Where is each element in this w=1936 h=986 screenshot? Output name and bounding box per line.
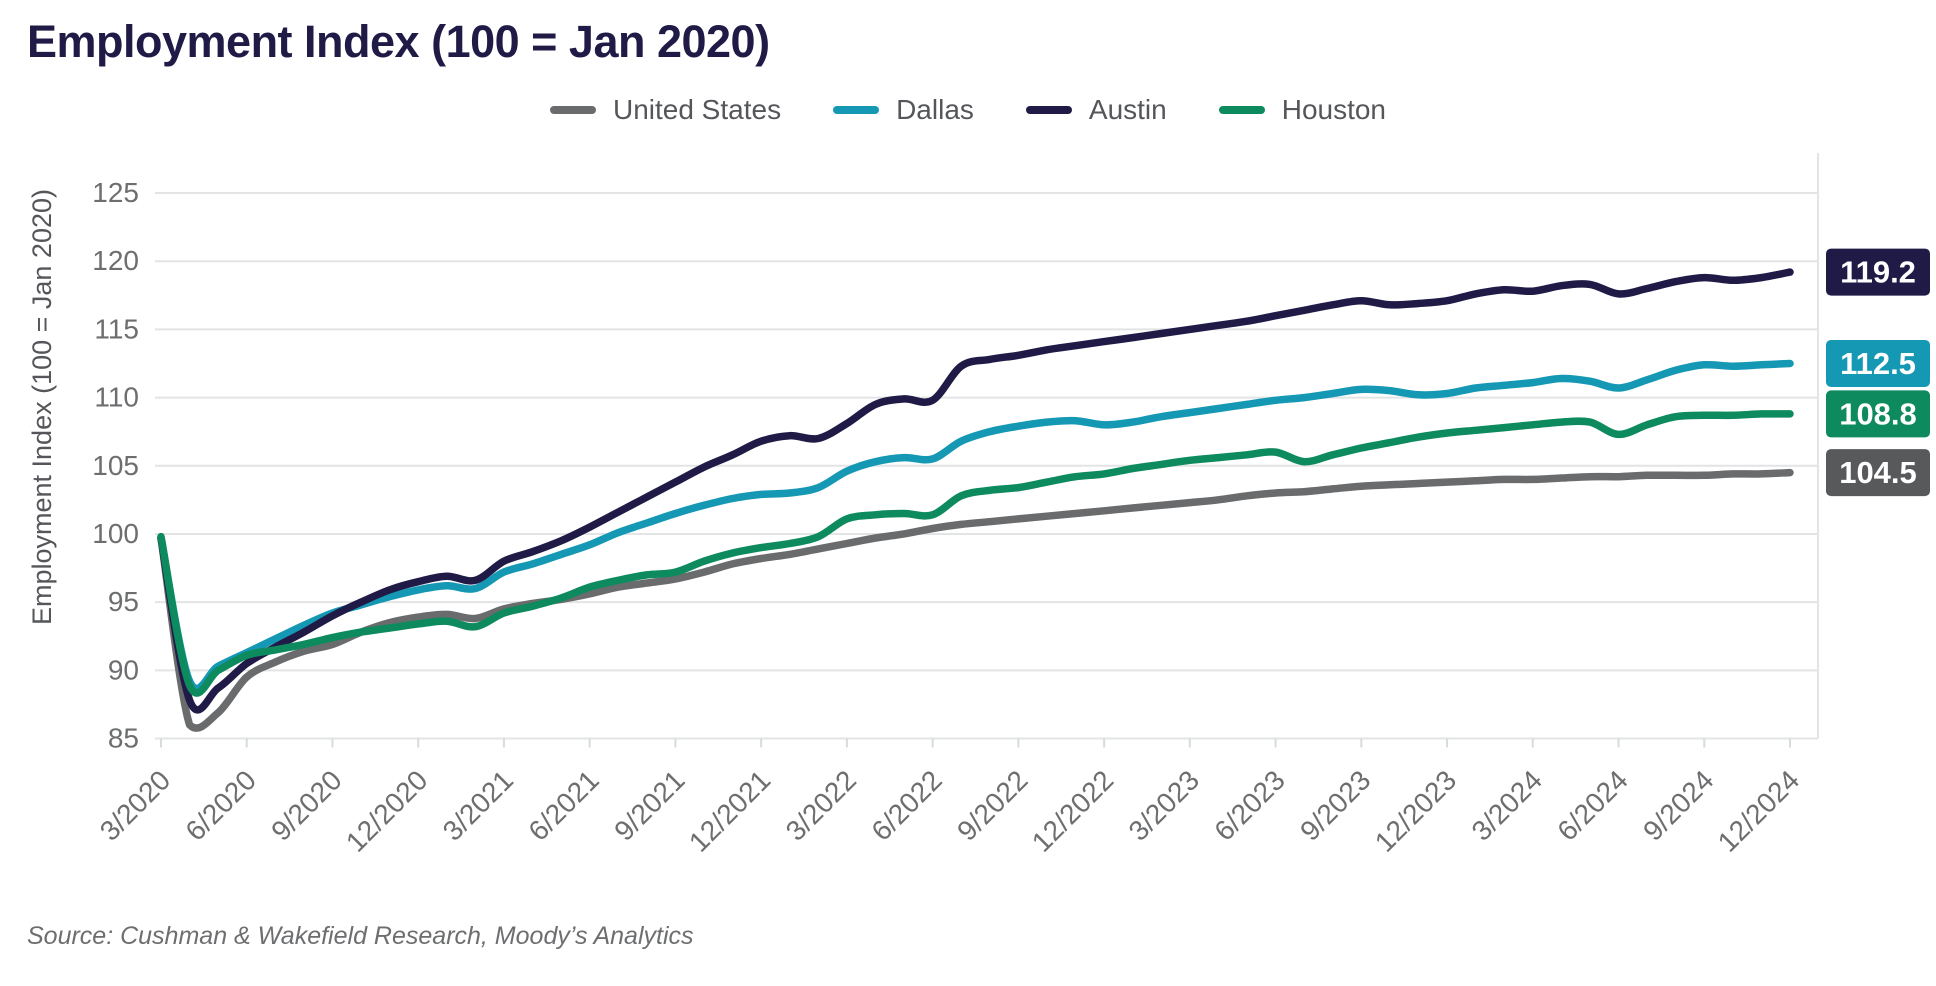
x-tick-label: 3/2023 xyxy=(1123,764,1205,846)
legend: United States Dallas Austin Houston xyxy=(0,94,1936,126)
end-value-label-houston: 108.8 xyxy=(1839,396,1917,431)
svg-text:12/2022: 12/2022 xyxy=(1026,764,1119,857)
x-tick-label: 9/2021 xyxy=(608,764,690,846)
y-tick-label: 115 xyxy=(94,313,139,344)
y-tick-label: 90 xyxy=(108,654,139,685)
svg-text:3/2022: 3/2022 xyxy=(780,764,862,846)
x-tick-label: 12/2022 xyxy=(1026,764,1119,857)
x-tick-label: 9/2023 xyxy=(1294,764,1376,846)
series-line-houston xyxy=(157,410,1794,697)
svg-text:6/2020: 6/2020 xyxy=(180,764,262,846)
legend-label: United States xyxy=(612,94,782,125)
end-value-label-dallas: 112.5 xyxy=(1840,346,1916,381)
legend-label: Dallas xyxy=(896,94,974,125)
source-note: Source: Cushman & Wakefield Research, Mo… xyxy=(27,922,694,950)
end-value-box-houston xyxy=(1826,390,1930,438)
y-tick-label: 100 xyxy=(92,518,139,549)
x-tick-label: 12/2021 xyxy=(683,764,776,857)
svg-text:6/2024: 6/2024 xyxy=(1551,764,1633,846)
legend-swatch-austin-icon xyxy=(1025,106,1072,114)
svg-text:6/2023: 6/2023 xyxy=(1208,764,1290,846)
x-tick-label: 3/2024 xyxy=(1466,764,1548,846)
legend-label: Austin xyxy=(1088,94,1167,125)
x-tick-label: 3/2020 xyxy=(94,764,176,846)
end-value-box-austin xyxy=(1826,248,1930,296)
y-tick-label: 120 xyxy=(92,245,139,276)
y-axis-title: Employment Index (100 = Jan 2020) xyxy=(27,189,57,626)
svg-text:9/2020: 9/2020 xyxy=(265,764,347,846)
legend-item-united-states: United States xyxy=(549,94,782,126)
svg-text:9/2022: 9/2022 xyxy=(951,764,1033,846)
x-tick-label: 3/2021 xyxy=(437,764,519,846)
x-tick-label: 6/2022 xyxy=(865,764,947,846)
legend-item-austin: Austin xyxy=(1025,94,1167,126)
svg-text:3/2023: 3/2023 xyxy=(1123,764,1205,846)
y-tick-label: 110 xyxy=(94,382,139,413)
legend-label: Houston xyxy=(1281,94,1387,125)
series-line-austin xyxy=(157,268,1794,714)
svg-text:12/2021: 12/2021 xyxy=(683,764,776,857)
end-value-label-united-states: 104.5 xyxy=(1839,455,1917,490)
svg-text:12/2020: 12/2020 xyxy=(340,764,433,857)
end-value-box-united-states xyxy=(1826,449,1930,497)
legend-swatch-united-states-icon xyxy=(549,106,596,114)
x-tick-label: 12/2024 xyxy=(1712,764,1805,857)
end-value-box-dallas xyxy=(1826,339,1930,387)
x-tick-label: 3/2022 xyxy=(780,764,862,846)
end-value-label-austin: 119.2 xyxy=(1840,255,1916,290)
page-title: Employment Index (100 = Jan 2020) xyxy=(27,16,770,67)
x-tick-label: 6/2024 xyxy=(1551,764,1633,846)
y-tick-label: 85 xyxy=(108,723,139,754)
x-tick-label: 12/2023 xyxy=(1369,764,1462,857)
legend-swatch-houston-icon xyxy=(1218,106,1265,114)
series-line-dallas xyxy=(157,359,1794,693)
series-line-united-states xyxy=(157,468,1794,732)
x-tick-label: 12/2020 xyxy=(340,764,433,857)
svg-text:9/2023: 9/2023 xyxy=(1294,764,1376,846)
svg-text:12/2023: 12/2023 xyxy=(1369,764,1462,857)
y-tick-label: 95 xyxy=(108,586,139,617)
x-tick-label: 9/2022 xyxy=(951,764,1033,846)
x-tick-label: 9/2020 xyxy=(265,764,347,846)
svg-text:9/2021: 9/2021 xyxy=(608,764,690,846)
svg-text:6/2021: 6/2021 xyxy=(522,764,604,846)
y-tick-label: 105 xyxy=(92,450,139,481)
legend-swatch-dallas-icon xyxy=(833,106,880,114)
legend-item-dallas: Dallas xyxy=(833,94,974,126)
y-tick-label: 125 xyxy=(92,177,139,208)
svg-text:3/2021: 3/2021 xyxy=(437,764,519,846)
x-tick-label: 6/2023 xyxy=(1208,764,1290,846)
svg-text:12/2024: 12/2024 xyxy=(1712,764,1805,857)
x-tick-label: 9/2024 xyxy=(1637,764,1719,846)
svg-text:6/2022: 6/2022 xyxy=(865,764,947,846)
svg-text:9/2024: 9/2024 xyxy=(1637,764,1719,846)
legend-item-houston: Houston xyxy=(1218,94,1387,126)
x-tick-label: 6/2021 xyxy=(522,764,604,846)
x-tick-label: 6/2020 xyxy=(180,764,262,846)
svg-text:3/2024: 3/2024 xyxy=(1466,764,1548,846)
svg-text:3/2020: 3/2020 xyxy=(94,764,176,846)
